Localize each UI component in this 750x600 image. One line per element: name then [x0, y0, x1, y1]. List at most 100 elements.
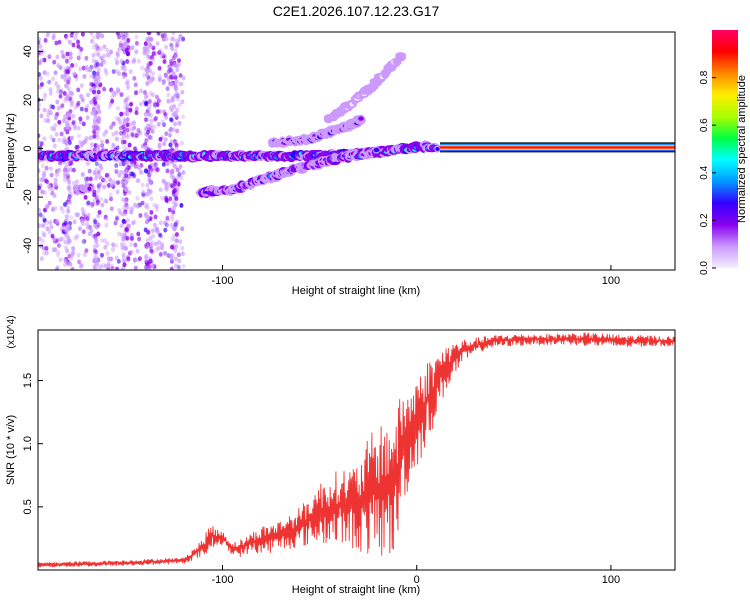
spectrogram-noise-point — [63, 72, 68, 78]
spectrogram-noise-point — [84, 248, 89, 254]
spectrogram-noise-point — [148, 113, 153, 118]
spectrogram-noise-point — [38, 140, 41, 146]
spectrogram-noise-point — [71, 180, 76, 186]
spectrogram-noise-point — [83, 176, 88, 182]
spectrogram-noise-point — [155, 167, 160, 173]
spectrogram-noise-point — [38, 185, 42, 191]
spectrogram-noise-point — [44, 220, 49, 226]
spectrogram-noise-point — [61, 209, 65, 214]
spectrogram-noise-point — [90, 110, 95, 116]
spectrogram-noise-point — [85, 103, 90, 109]
spectrogram-noise-point — [144, 243, 149, 248]
spectrogram-noise-point — [92, 119, 97, 125]
spectrogram-noise-point — [133, 265, 138, 270]
spectrogram-noise-point — [43, 38, 48, 43]
spectrogram-noise-point — [64, 83, 69, 89]
spectrogram-noise-point — [92, 134, 97, 139]
spectrogram-noise-point — [169, 67, 174, 73]
spectrogram-noise-point — [77, 259, 82, 265]
spectrogram-noise-point — [162, 122, 167, 128]
spectrogram-noise-point — [114, 57, 119, 62]
spectrogram-noise-point — [127, 190, 132, 195]
spectrogram-noise-point — [181, 75, 186, 81]
spectrogram-noise-point — [119, 130, 123, 136]
spectrogram-noise-point — [146, 78, 151, 84]
spectrogram-noise-point — [157, 50, 162, 55]
spectrogram-noise-point — [76, 55, 81, 61]
spectrogram-noise-point — [124, 246, 129, 251]
spectrogram-noise-point — [121, 183, 126, 189]
spectrogram-noise-point — [171, 112, 176, 117]
spectrogram-noise-point — [80, 32, 85, 37]
spectrogram-noise-point — [174, 85, 178, 91]
spectrogram-noise-point — [175, 42, 180, 47]
spectrogram-noise-point — [53, 247, 58, 253]
spectrogram-noise-point — [80, 239, 85, 245]
spectrogram-noise-point — [53, 115, 58, 121]
spectrogram-noise-point — [69, 135, 74, 141]
spectrogram-noise-point — [65, 59, 70, 64]
spectrogram-noise-point — [122, 145, 127, 150]
spectrogram-noise-point — [133, 90, 138, 96]
spectrogram-noise-point — [134, 133, 139, 138]
snr-y-axis-label: SNR (10 * v/v) — [5, 415, 17, 485]
spectrogram-noise-point — [133, 146, 137, 152]
spectrogram-noise-point — [85, 176, 90, 182]
spectrogram-marks — [38, 32, 675, 270]
spectrogram-noise-point — [143, 111, 148, 117]
spectrogram-noise-point — [125, 127, 130, 133]
spectrogram-noise-point — [125, 257, 130, 263]
spectrogram-noise-point — [153, 162, 158, 167]
spectrogram-noise-point — [69, 160, 74, 166]
spectrogram-noise-point — [57, 39, 62, 45]
spectrogram-noise-point — [163, 36, 168, 42]
spectrogram-noise-point — [109, 125, 113, 130]
spectrogram-noise-point — [81, 229, 86, 235]
spectrogram-noise-point — [85, 221, 89, 227]
spectrogram-noise-point — [94, 224, 99, 230]
spectrogram-noise-point — [127, 142, 132, 148]
spectrogram-noise-point — [44, 165, 49, 171]
spectrogram-noise-point — [132, 58, 136, 64]
spectrogram-noise-point — [53, 177, 58, 183]
spectrogram-noise-point — [169, 117, 174, 122]
spectrogram-noise-point — [174, 238, 179, 244]
spectrogram-noise-point — [125, 85, 130, 91]
spectrogram-noise-point — [172, 189, 177, 195]
spectrogram-noise-point — [166, 252, 171, 258]
colorbar-tick-label: 0.4 — [699, 165, 710, 179]
spectrogram-noise-point — [136, 231, 141, 237]
spectrogram-noise-point — [170, 184, 175, 190]
spectrogram-noise-point — [71, 246, 76, 251]
spectrogram-noise-point — [169, 61, 174, 67]
spectrogram-noise-point — [158, 48, 163, 53]
spectrogram-noise-point — [92, 129, 97, 134]
spectrogram-noise-point — [180, 245, 185, 251]
spectrogram-noise-point — [68, 261, 73, 267]
spectrogram-noise-point — [125, 205, 130, 211]
spectrogram-noise-point — [90, 38, 94, 44]
spectrogram-noise-point — [129, 236, 134, 241]
spectrogram-noise-point — [155, 41, 160, 46]
spectrogram-noise-point — [91, 44, 96, 50]
spectrogram-noise-point — [181, 263, 186, 269]
spectrogram-noise-point — [152, 102, 157, 107]
spectrogram-noise-point — [143, 90, 147, 95]
spectrogram-noise-point — [153, 214, 158, 220]
snr-y-multiplier-label: (x10^4) — [6, 315, 17, 348]
spectrogram-noise-point — [65, 65, 70, 71]
spectrogram-noise-point — [80, 207, 85, 212]
spectrogram-noise-point — [119, 58, 124, 64]
spectrogram-noise-point — [73, 236, 78, 241]
spectrogram-noise-point — [61, 118, 66, 124]
spectrogram-noise-point — [89, 74, 94, 79]
spectrogram-noise-point — [173, 202, 178, 208]
snr-panel: -100 0 100 0.5 1.0 1.5 Height of straight lin… — [5, 315, 676, 596]
spectrogram-noise-point — [124, 180, 128, 185]
spectrogram-trace-point — [373, 147, 380, 153]
spectrogram-noise-point — [153, 241, 158, 247]
colorbar-tick-label: 0.8 — [699, 70, 710, 84]
spectrogram-noise-point — [166, 69, 171, 75]
spectrogram-noise-point — [104, 129, 109, 135]
spectrogram-noise-point — [69, 255, 74, 261]
